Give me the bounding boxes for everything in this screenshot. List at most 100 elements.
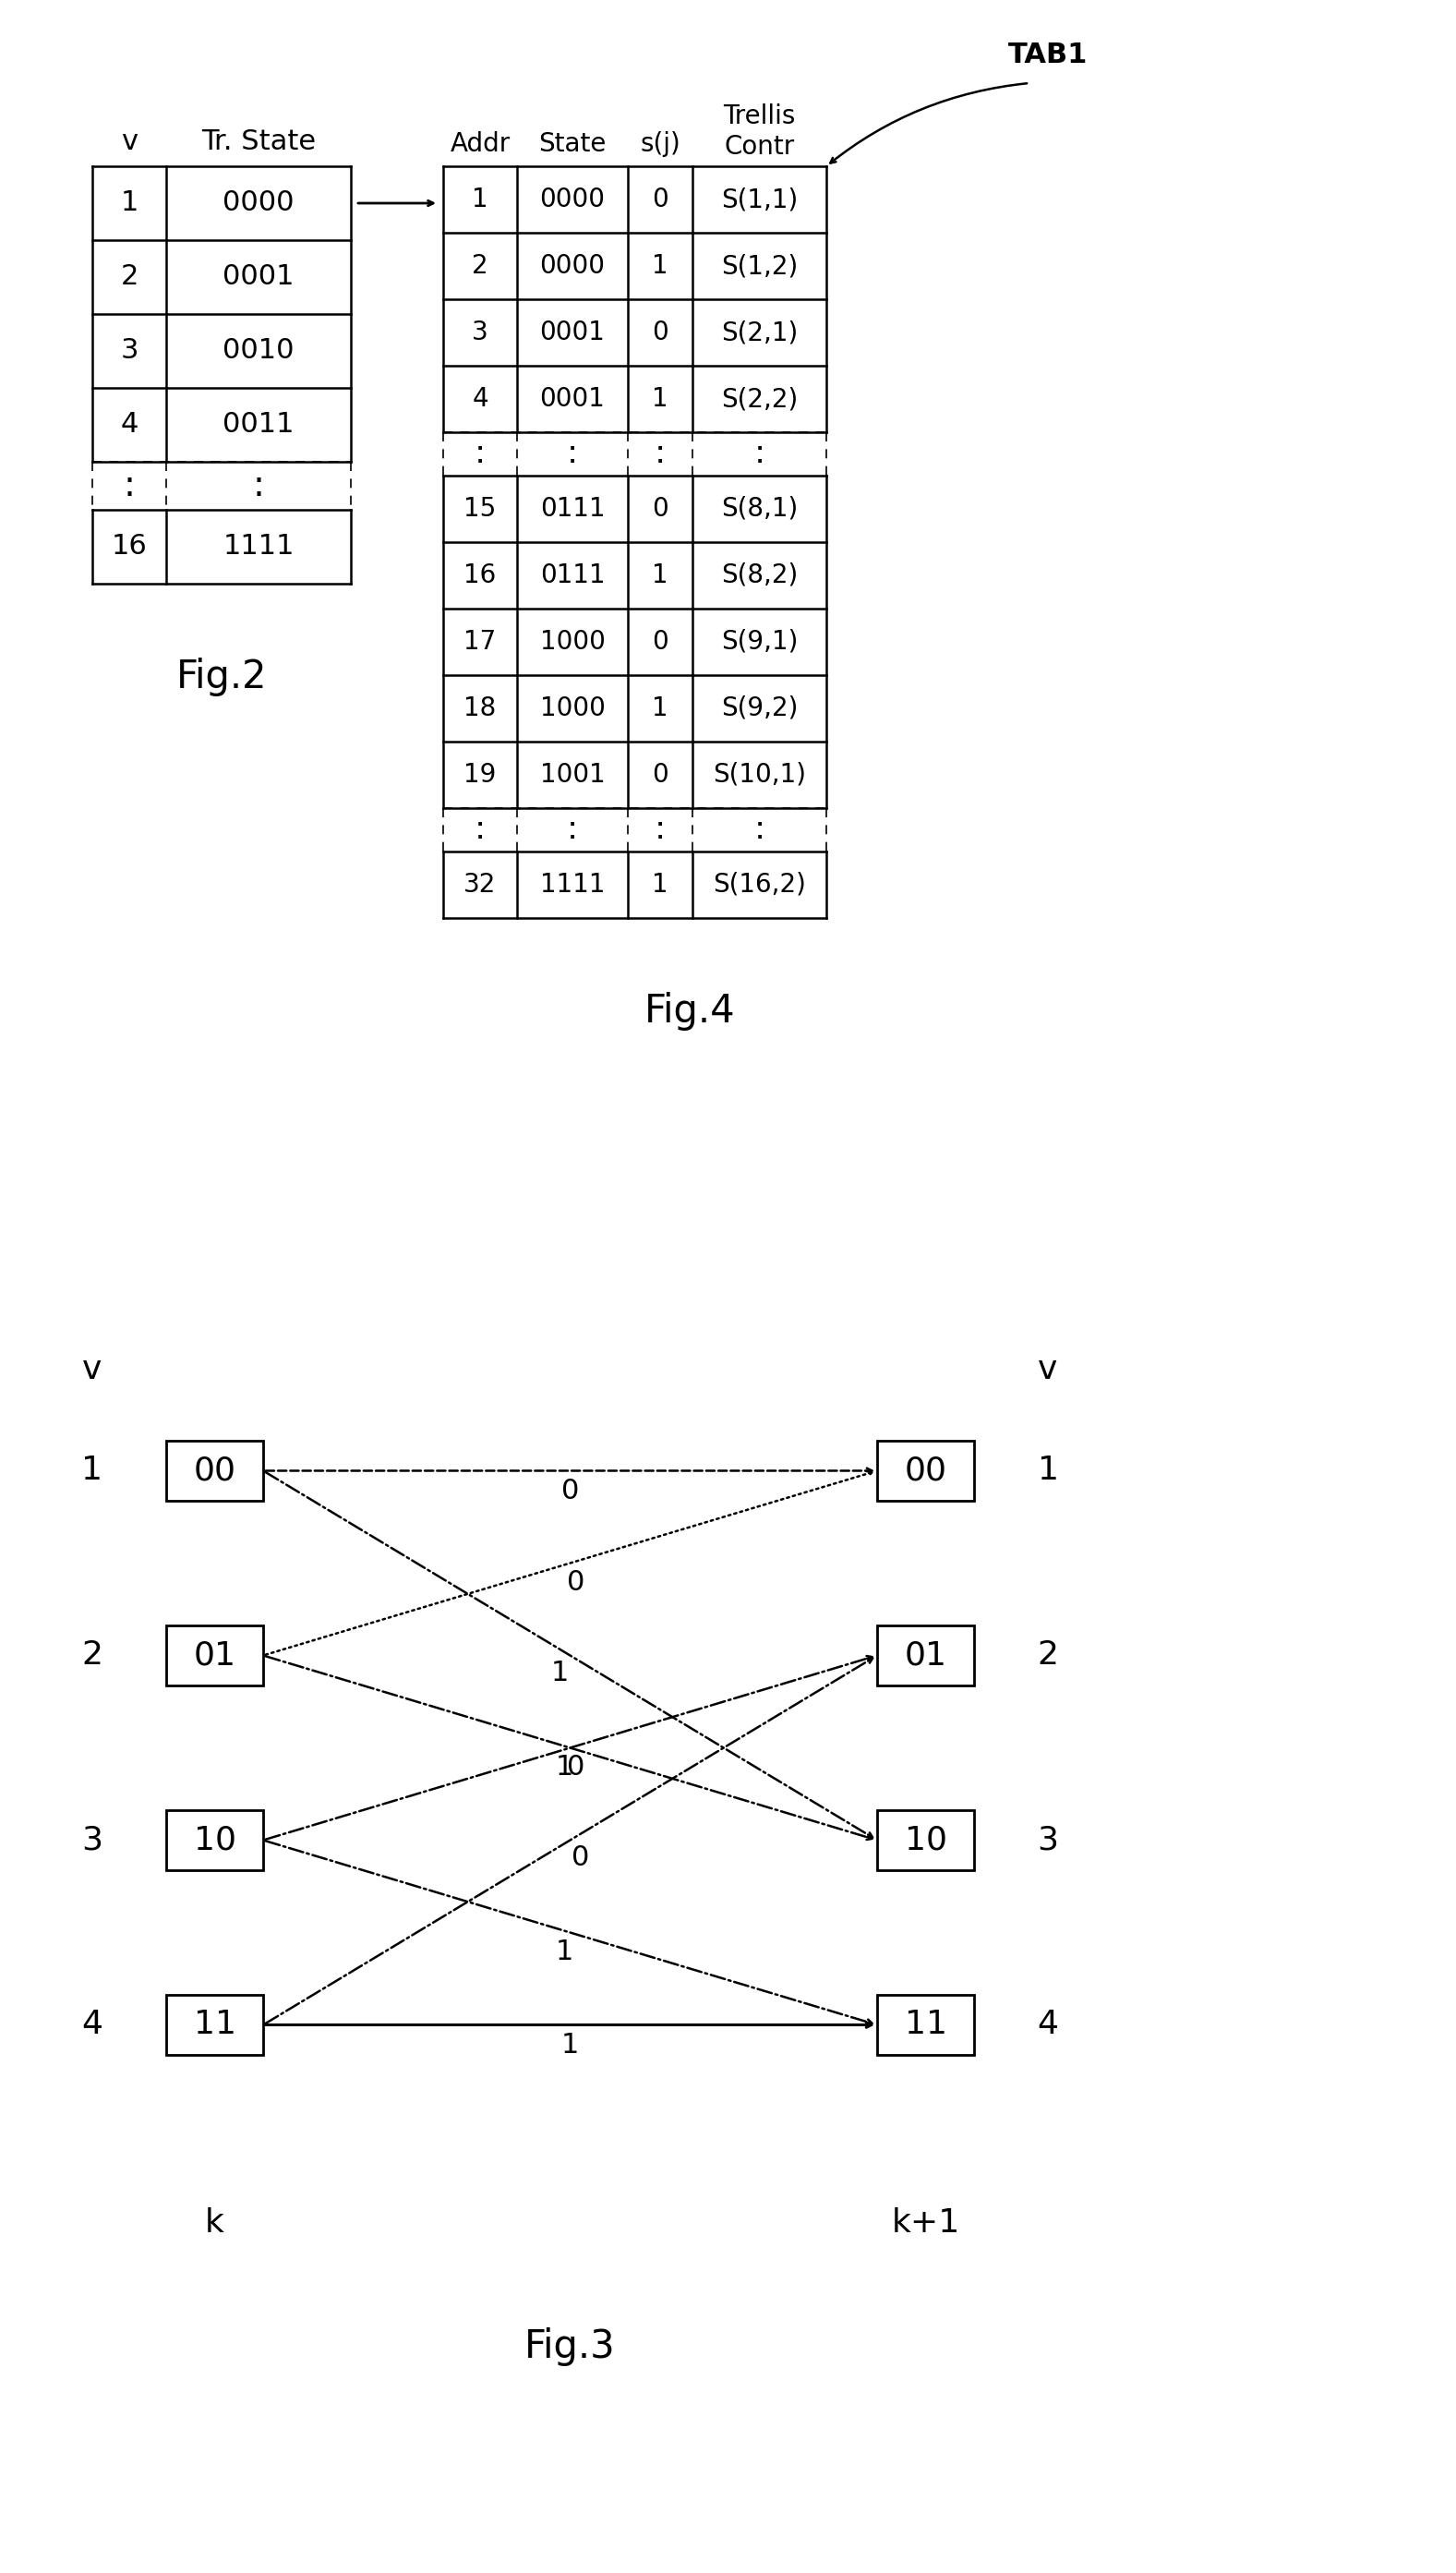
Text: 18: 18 [464, 695, 496, 720]
Text: :: : [475, 437, 486, 468]
Text: 0001: 0001 [540, 319, 606, 345]
Text: v: v [83, 1353, 102, 1384]
Text: 15: 15 [464, 497, 496, 522]
Text: 2: 2 [1037, 1639, 1059, 1670]
FancyBboxPatch shape [166, 1994, 264, 2056]
FancyBboxPatch shape [166, 1626, 264, 1685]
Text: :: : [566, 437, 578, 468]
Text: 0: 0 [652, 319, 668, 345]
Text: Addr: Addr [450, 131, 510, 157]
Text: :: : [124, 468, 135, 504]
Text: k+1: k+1 [891, 2208, 960, 2239]
FancyBboxPatch shape [166, 1811, 264, 1871]
Text: 1: 1 [652, 252, 668, 278]
Text: 0000: 0000 [540, 188, 606, 214]
Text: 10: 10 [194, 1824, 236, 1855]
Text: v: v [121, 129, 137, 154]
Text: 0: 0 [652, 188, 668, 214]
Text: 0: 0 [652, 497, 668, 522]
Text: 0: 0 [572, 1845, 590, 1871]
Text: 3: 3 [1037, 1824, 1059, 1855]
Text: :: : [566, 813, 578, 844]
Text: S(16,2): S(16,2) [713, 872, 807, 898]
Text: 1: 1 [555, 1755, 574, 1781]
Text: 1111: 1111 [223, 533, 294, 561]
Text: 1: 1 [652, 563, 668, 589]
Text: 01: 01 [194, 1639, 236, 1670]
Text: 2: 2 [82, 1639, 103, 1670]
Text: S(2,1): S(2,1) [721, 319, 798, 345]
Text: S(10,1): S(10,1) [713, 762, 807, 787]
Text: S(8,1): S(8,1) [721, 497, 798, 522]
Text: :: : [475, 813, 486, 844]
Text: 19: 19 [464, 762, 496, 787]
Text: 1111: 1111 [540, 872, 606, 898]
Text: :: : [252, 468, 265, 504]
Text: 3: 3 [121, 337, 138, 365]
Text: 2: 2 [121, 262, 138, 291]
Text: 4: 4 [82, 2010, 103, 2040]
Text: 0: 0 [566, 1570, 585, 1595]
FancyBboxPatch shape [877, 1811, 974, 1871]
Text: 1001: 1001 [540, 762, 606, 787]
Text: 1: 1 [82, 1456, 103, 1487]
Text: 4: 4 [472, 386, 488, 412]
FancyBboxPatch shape [877, 1626, 974, 1685]
Text: 1: 1 [1037, 1456, 1059, 1487]
Text: TAB1: TAB1 [1008, 41, 1088, 69]
Text: 3: 3 [82, 1824, 103, 1855]
Text: 0000: 0000 [223, 190, 294, 216]
Text: 1: 1 [652, 386, 668, 412]
Text: 10: 10 [904, 1824, 946, 1855]
Text: 0: 0 [652, 628, 668, 654]
Text: 01: 01 [904, 1639, 946, 1670]
Text: :: : [655, 813, 665, 844]
Text: 1: 1 [652, 695, 668, 720]
Text: 00: 00 [904, 1456, 946, 1487]
Text: 2: 2 [472, 252, 488, 278]
Text: v: v [1038, 1353, 1057, 1384]
Text: 11: 11 [194, 2010, 236, 2040]
Text: S(9,2): S(9,2) [721, 695, 798, 720]
Text: 0001: 0001 [540, 386, 606, 412]
Text: 1: 1 [472, 188, 488, 214]
FancyBboxPatch shape [166, 1441, 264, 1500]
Text: 0011: 0011 [223, 412, 294, 437]
Text: 0001: 0001 [223, 262, 294, 291]
Text: 1: 1 [550, 1660, 569, 1685]
Text: 4: 4 [121, 412, 138, 437]
Text: 16: 16 [111, 533, 147, 561]
Text: 0: 0 [561, 1477, 579, 1505]
Text: Tr. State: Tr. State [201, 129, 316, 154]
FancyBboxPatch shape [877, 1994, 974, 2056]
Text: 1: 1 [561, 2033, 579, 2058]
Text: 16: 16 [464, 563, 496, 589]
Text: Contr: Contr [724, 134, 795, 160]
Text: S(9,1): S(9,1) [721, 628, 798, 654]
Text: Fig.3: Fig.3 [524, 2329, 616, 2367]
Text: 1: 1 [652, 872, 668, 898]
Text: 0: 0 [652, 762, 668, 787]
Text: S(1,1): S(1,1) [721, 188, 798, 214]
Text: 0: 0 [566, 1755, 585, 1781]
Text: 1000: 1000 [540, 695, 606, 720]
Text: 0010: 0010 [223, 337, 294, 365]
Text: 0000: 0000 [540, 252, 606, 278]
Text: :: : [754, 813, 764, 844]
Text: k: k [205, 2208, 224, 2239]
Text: Fig.2: Fig.2 [176, 659, 266, 697]
Text: Trellis: Trellis [724, 103, 795, 129]
Text: S(2,2): S(2,2) [721, 386, 798, 412]
Text: S(8,2): S(8,2) [721, 563, 798, 589]
Text: Fig.4: Fig.4 [645, 991, 735, 1029]
Text: 11: 11 [904, 2010, 946, 2040]
Text: s(j): s(j) [641, 131, 680, 157]
Text: :: : [754, 437, 764, 468]
Text: 1: 1 [555, 1937, 574, 1966]
Text: 00: 00 [194, 1456, 236, 1487]
FancyBboxPatch shape [877, 1441, 974, 1500]
Text: :: : [655, 437, 665, 468]
Text: 17: 17 [464, 628, 496, 654]
Text: 3: 3 [472, 319, 488, 345]
Text: 0111: 0111 [540, 563, 606, 589]
